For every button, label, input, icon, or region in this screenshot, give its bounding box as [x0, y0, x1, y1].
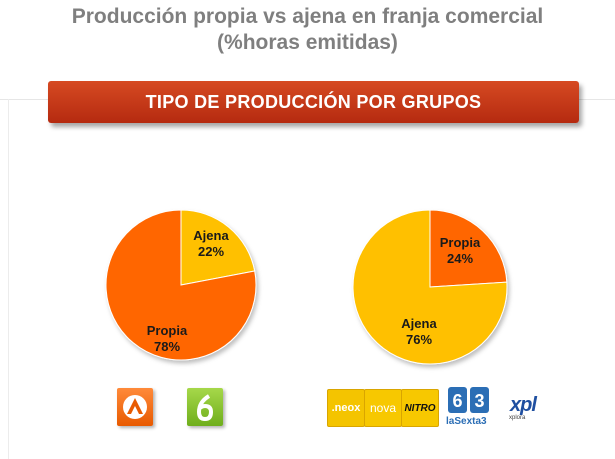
- xplora-label: xplora: [509, 415, 526, 421]
- pie-1-value-ajena: 22%: [198, 244, 224, 259]
- la6-logo: [187, 388, 223, 426]
- pie-2-value-propia: 24%: [447, 251, 473, 266]
- pie-2-value-ajena: 76%: [406, 332, 432, 347]
- lasexta3-number-3: 3: [474, 391, 484, 411]
- neox-label: .neox: [331, 402, 361, 414]
- pie-chart-1: [105, 209, 257, 361]
- nova-logo: nova: [364, 389, 402, 427]
- page-title: Producción propia vs ajena en franja com…: [0, 4, 615, 56]
- neox-logo: .neox: [327, 389, 365, 427]
- pie-1-label-ajena: Ajena: [193, 228, 229, 243]
- antena3-icon: [123, 395, 147, 419]
- frame-left-line: [8, 99, 9, 459]
- antena3-logo: [117, 388, 153, 426]
- title-line-2: (%horas emitidas): [217, 31, 398, 54]
- pie-2-label-propia: Propia: [440, 235, 481, 250]
- nova-label: nova: [369, 401, 397, 415]
- pie-1-slice-propia: [105, 209, 257, 361]
- pie-chart-2: [352, 209, 508, 365]
- pie-1-slice-ajena: [180, 209, 256, 286]
- section-banner: TIPO DE PRODUCCIÓN POR GRUPOS: [48, 81, 579, 123]
- pie-2-label-ajena: Ajena: [401, 316, 437, 331]
- lasexta3-icon: 6 3: [448, 387, 489, 413]
- nitro-label: NITRO: [404, 402, 436, 414]
- lasexta3-label: laSexta3: [446, 416, 487, 427]
- la6-icon: [196, 394, 214, 422]
- pie-1-label-propia: Propia: [147, 323, 188, 338]
- pie-1-value-propia: 78%: [154, 339, 180, 354]
- title-line-1: Producción propia vs ajena en franja com…: [71, 5, 544, 28]
- nitro-logo: NITRO: [401, 389, 439, 427]
- lasexta3-number-6: 6: [452, 391, 462, 411]
- pie-2-slice-propia: [429, 209, 508, 288]
- pie-2-slice-ajena: [352, 209, 508, 365]
- xpl-logo: xpl: [510, 394, 537, 416]
